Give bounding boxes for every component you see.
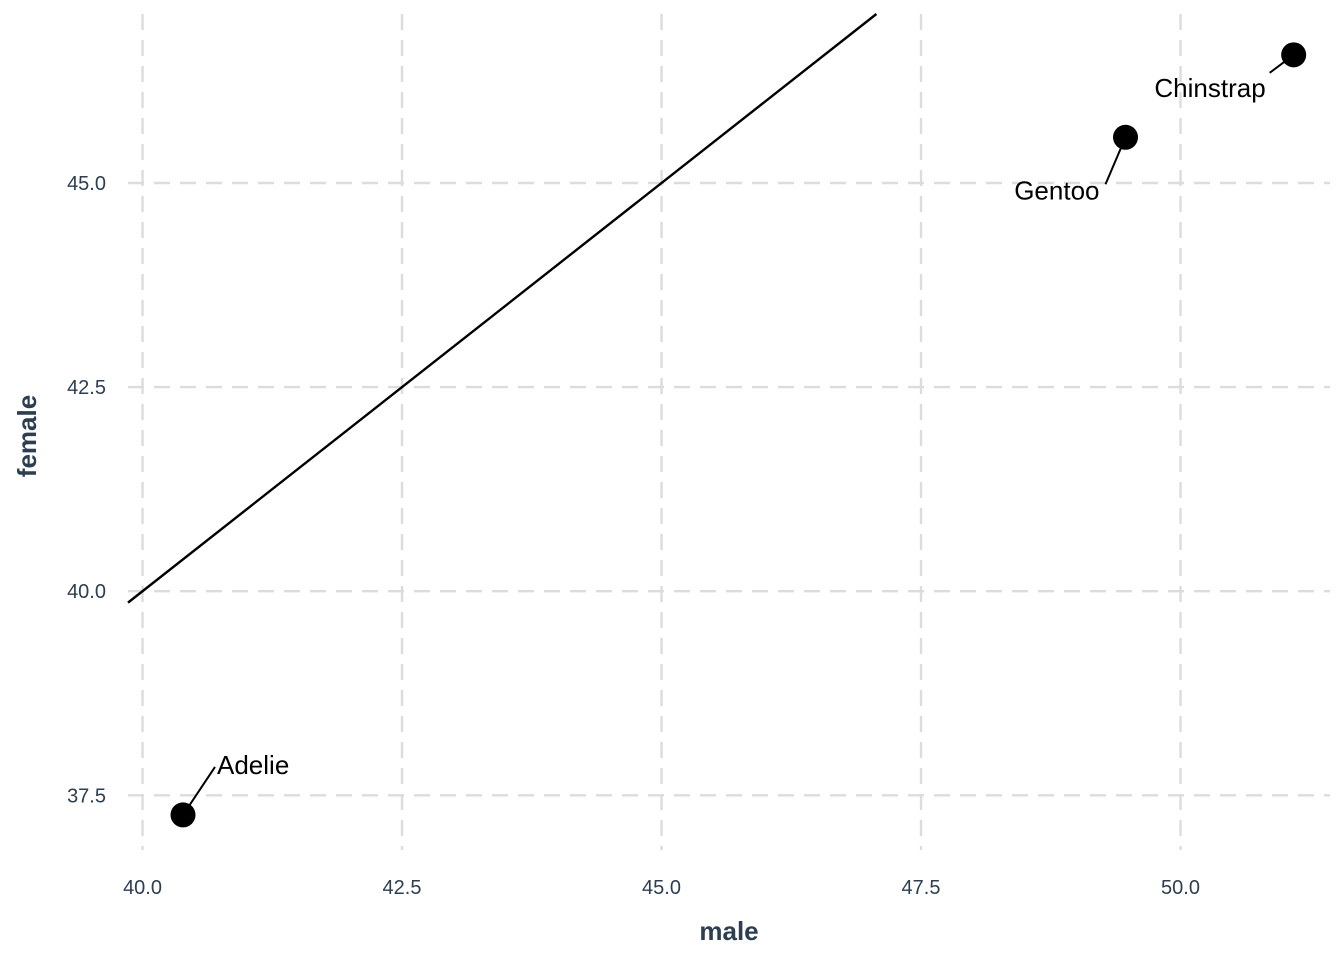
point-label: Chinstrap bbox=[1154, 73, 1265, 103]
label-leader-line bbox=[1104, 136, 1127, 185]
grid bbox=[128, 14, 1330, 850]
point-label: Gentoo bbox=[1014, 175, 1099, 205]
x-tick-label: 47.5 bbox=[902, 877, 941, 899]
point-label: Adelie bbox=[217, 750, 289, 780]
x-tick-label: 45.0 bbox=[642, 877, 681, 899]
label-leader-line bbox=[1269, 54, 1295, 74]
y-axis-title: female bbox=[12, 395, 42, 477]
y-tick-label: 40.0 bbox=[67, 581, 106, 603]
tick-labels: 40.0 42.5 45.0 47.5 50.0 37.5 40.0 42.5 45.0 bbox=[67, 173, 1200, 899]
y-tick-label: 37.5 bbox=[67, 785, 106, 807]
x-tick-label: 50.0 bbox=[1161, 877, 1200, 899]
x-tick-label: 42.5 bbox=[383, 877, 422, 899]
y-tick-label: 45.0 bbox=[67, 173, 106, 195]
identity-line bbox=[127, 13, 878, 604]
point-labels: Adelie Gentoo Chinstrap bbox=[182, 54, 1295, 816]
x-tick-label: 40.0 bbox=[123, 877, 162, 899]
label-leader-line bbox=[182, 766, 216, 816]
y-tick-label: 42.5 bbox=[67, 377, 106, 399]
x-axis-title: male bbox=[699, 916, 758, 946]
identity-line-layer bbox=[127, 13, 878, 604]
